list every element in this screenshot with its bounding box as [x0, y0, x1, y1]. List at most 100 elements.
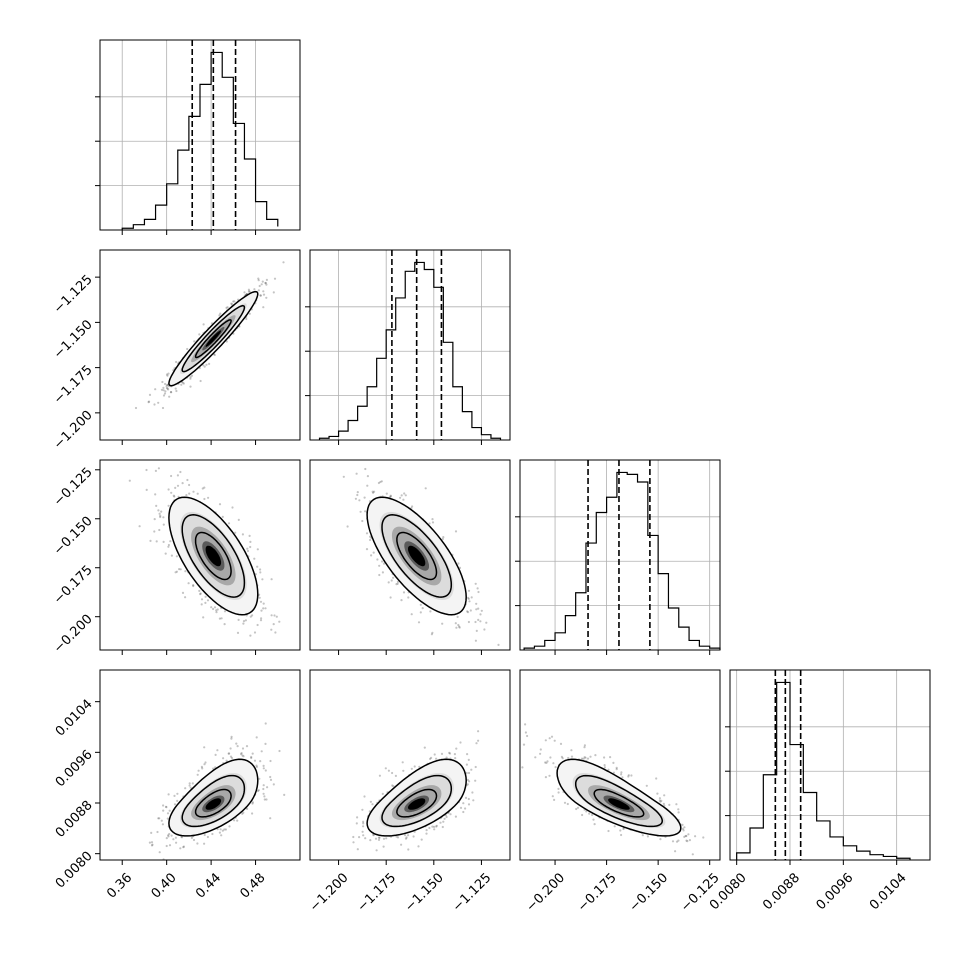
scatter-point	[149, 539, 152, 543]
scatter-point	[242, 622, 245, 625]
scatter-point	[203, 486, 206, 489]
scatter-panel-1-0	[99, 249, 301, 441]
scatter-point	[401, 761, 404, 764]
scatter-point	[193, 340, 196, 343]
scatter-point	[246, 549, 250, 553]
scatter-point	[205, 363, 208, 366]
scatter-point	[189, 376, 192, 379]
scatter-point	[407, 596, 410, 599]
scatter-point	[255, 764, 258, 767]
scatter-point	[165, 837, 168, 840]
scatter-point	[435, 824, 438, 827]
scatter-point	[524, 731, 528, 734]
scatter-point	[243, 291, 246, 294]
scatter-point	[392, 785, 395, 788]
scatter-point	[539, 748, 542, 751]
scatter-point	[364, 467, 367, 471]
scatter-point	[167, 504, 170, 507]
panel-frame	[309, 459, 511, 651]
scatter-point	[259, 619, 263, 622]
scatter-point	[248, 534, 251, 538]
scatter-point	[369, 839, 372, 842]
scatter-point	[201, 767, 204, 770]
scatter-point	[169, 391, 173, 394]
scatter-point	[467, 797, 470, 801]
scatter-point	[153, 403, 156, 406]
scatter-point	[184, 787, 187, 790]
scatter-point	[157, 401, 160, 404]
scatter-point	[260, 283, 263, 286]
scatter-point	[225, 306, 228, 309]
scatter-point	[150, 831, 153, 835]
scatter-point	[274, 631, 277, 634]
scatter-point	[189, 786, 192, 789]
scatter-point	[372, 834, 375, 837]
scatter-point	[466, 753, 469, 756]
scatter-point	[372, 551, 375, 554]
scatter-point	[485, 621, 488, 624]
scatter-point	[161, 823, 164, 826]
scatter-point	[167, 488, 170, 491]
scatter-point	[553, 739, 556, 742]
scatter-point	[381, 792, 384, 796]
scatter-point	[369, 538, 372, 542]
scatter-point	[162, 809, 165, 812]
scatter-point	[372, 491, 375, 494]
scatter-point	[182, 846, 185, 849]
scatter-point	[255, 765, 258, 769]
scatter-point	[270, 578, 273, 581]
scatter-point	[164, 382, 167, 386]
scatter-point	[221, 829, 224, 832]
scatter-point	[262, 767, 265, 770]
scatter-point	[373, 490, 376, 493]
scatter-point	[172, 494, 175, 497]
scatter-point	[175, 841, 178, 844]
scatter-point	[469, 609, 472, 612]
scatter-point	[433, 825, 436, 829]
scatter-point	[155, 540, 158, 543]
scatter-point	[251, 752, 254, 755]
scatter-point	[247, 290, 250, 293]
scatter-point	[377, 481, 380, 485]
scatter-point	[201, 487, 204, 490]
scatter-point	[176, 474, 179, 477]
scatter-point	[607, 768, 610, 771]
scatter-point	[377, 836, 381, 839]
scatter-point	[378, 836, 381, 839]
scatter-point	[366, 484, 369, 487]
scatter-point	[189, 385, 192, 388]
scatter-point	[170, 391, 173, 394]
scatter-point	[198, 589, 201, 593]
scatter-point	[169, 540, 172, 543]
scatter-point	[411, 505, 414, 508]
scatter-point	[371, 803, 374, 806]
scatter-point	[166, 374, 169, 377]
scatter-point	[375, 849, 378, 852]
scatter-point	[147, 400, 151, 403]
scatter-point	[138, 525, 141, 528]
scatter-point	[362, 825, 365, 828]
scatter-point	[264, 742, 267, 746]
scatter-point	[369, 535, 372, 538]
scatter-point	[222, 757, 225, 760]
scatter-point	[583, 756, 586, 759]
scatter-point	[174, 486, 177, 489]
scatter-point	[175, 389, 178, 393]
scatter-point	[404, 494, 407, 497]
scatter-point	[262, 792, 265, 795]
scatter-point	[186, 347, 189, 351]
scatter-point	[458, 566, 462, 570]
scatter-point	[251, 812, 254, 815]
scatter-point	[381, 560, 384, 563]
scatter-point	[378, 564, 381, 567]
scatter-point	[148, 841, 151, 844]
scatter-point	[619, 829, 622, 832]
scatter-point	[269, 817, 272, 820]
scatter-point	[215, 609, 218, 612]
scatter-point	[196, 492, 199, 495]
scatter-point	[198, 333, 201, 336]
scatter-point	[251, 801, 254, 804]
scatter-point	[162, 523, 165, 526]
scatter-point	[162, 804, 165, 807]
contour-line	[366, 496, 467, 616]
